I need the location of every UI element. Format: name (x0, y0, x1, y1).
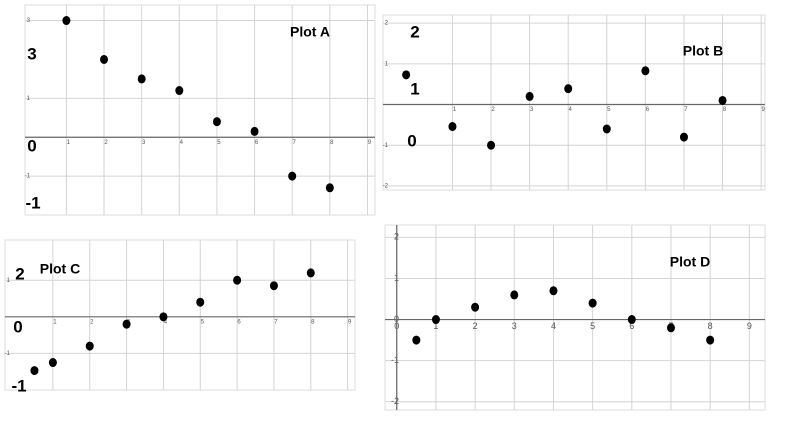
x-tick-label: 8 (311, 319, 315, 325)
point (122, 319, 131, 329)
point (30, 366, 39, 376)
x-tick-label: 7 (274, 319, 278, 325)
point (487, 140, 496, 150)
point (448, 122, 457, 132)
x-tick-label: 6 (237, 319, 241, 325)
axis-annotation: 0 (407, 131, 416, 150)
point (679, 132, 688, 142)
x-tick-label: 3 (530, 107, 534, 113)
x-tick-label: 5 (201, 319, 205, 325)
panel (4, 239, 356, 391)
point (525, 91, 534, 101)
x-tick-label: 4 (180, 140, 184, 146)
x-tick-label: 8 (708, 321, 713, 331)
x-tick-label: 3 (142, 140, 146, 146)
point (196, 297, 205, 307)
point (549, 286, 558, 296)
point (85, 341, 94, 351)
point (627, 315, 636, 325)
axis-annotation: -1 (11, 376, 26, 395)
x-tick-label: 2 (104, 140, 108, 146)
point (288, 171, 297, 181)
point (718, 95, 727, 105)
point (564, 84, 573, 94)
y-tick-label: 2 (385, 21, 389, 27)
point (602, 124, 611, 134)
x-tick-label: 3 (512, 321, 517, 331)
panel (384, 224, 766, 411)
x-tick-label: 5 (217, 140, 221, 146)
point (325, 183, 334, 193)
point (666, 323, 675, 333)
point (641, 66, 650, 76)
x-tick-label: 2 (491, 107, 495, 113)
x-tick-label: 2 (90, 319, 94, 325)
point (250, 126, 259, 136)
point (431, 315, 440, 325)
x-tick-label: 6 (255, 140, 259, 146)
y-tick-label: -2 (391, 396, 399, 406)
y-tick-label: 1 (27, 96, 31, 102)
point (588, 298, 597, 308)
x-tick-label: 8 (723, 107, 727, 113)
y-tick-label: -1 (391, 355, 399, 365)
x-tick-label: 1 (433, 321, 438, 331)
y-tick-label: 1 (385, 61, 389, 67)
x-tick-label: 6 (646, 107, 650, 113)
axis-annotation: 2 (15, 264, 24, 283)
point (510, 290, 519, 300)
axis-annotation: 2 (410, 22, 419, 41)
point (306, 268, 315, 278)
plot-title: Plot D (670, 254, 710, 270)
x-tick-label: 9 (747, 321, 752, 331)
y-tick-label: -1 (5, 351, 11, 357)
point (269, 281, 278, 291)
point (100, 54, 109, 64)
plot-title: Plot B (683, 43, 723, 59)
point (137, 74, 146, 84)
x-tick-label: 4 (551, 321, 556, 331)
panel (382, 14, 766, 191)
x-tick-label: 1 (53, 319, 57, 325)
x-tick-label: 8 (330, 140, 334, 146)
plot-title: Plot C (40, 261, 80, 277)
x-tick-label: 7 (684, 107, 688, 113)
point (48, 358, 57, 368)
axis-annotation: 1 (410, 79, 419, 98)
x-tick-label: 9 (368, 140, 372, 146)
axis-annotation: 3 (27, 44, 36, 63)
y-tick-label: -1 (383, 143, 389, 149)
point (402, 70, 411, 80)
x-tick-label: 7 (293, 140, 297, 146)
y-tick-label: 3 (27, 18, 31, 24)
x-tick-label: 6 (629, 321, 634, 331)
y-tick-label: -2 (383, 184, 389, 190)
y-tick-label: 1 (7, 278, 11, 284)
plot-title: Plot A (290, 24, 330, 40)
x-tick-label: 4 (569, 107, 573, 113)
point (62, 16, 71, 26)
x-tick-label: 9 (348, 319, 352, 325)
x-tick-label: 4 (164, 319, 168, 325)
x-tick-label: 1 (453, 107, 457, 113)
point (212, 117, 221, 127)
point (706, 335, 715, 345)
x-tick-label: 1 (67, 140, 71, 146)
axis-annotation: 0 (13, 317, 22, 336)
axis-annotation: 0 (27, 136, 36, 155)
point (159, 312, 168, 322)
x-tick-label: 2 (473, 321, 478, 331)
point (471, 302, 480, 312)
y-tick-label: -1 (25, 174, 31, 180)
point (412, 335, 421, 345)
x-tick-label: 5 (590, 321, 595, 331)
x-tick-label: 9 (761, 107, 765, 113)
x-tick-label: 5 (607, 107, 611, 113)
point (233, 275, 242, 285)
panel (24, 4, 376, 216)
axis-annotation: -1 (25, 193, 40, 212)
point (175, 86, 184, 96)
